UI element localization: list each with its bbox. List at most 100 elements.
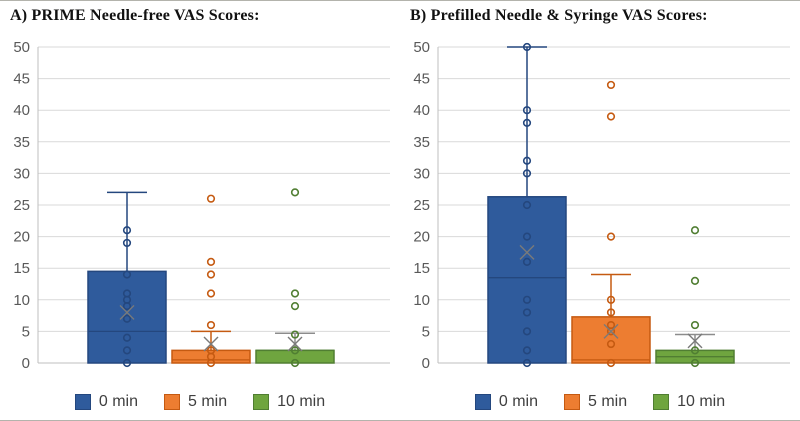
panel-a-title: A) PRIME Needle-free VAS Scores: [10, 7, 260, 24]
data-point-10 min [290, 188, 300, 197]
box-0 min [87, 270, 167, 364]
data-point-0 min [122, 314, 132, 323]
legend-label: 0 min [498, 393, 538, 410]
legend-label: 5 min [187, 393, 228, 410]
legend-swatch-icon [163, 394, 180, 410]
y-tick-label: 10 [413, 292, 430, 309]
data-point-0 min [122, 346, 132, 355]
data-point-0 min [122, 238, 132, 248]
legend-label: 5 min [587, 393, 628, 410]
data-point-10 min [690, 320, 700, 330]
legend-item-0min: 0 min [74, 393, 138, 411]
data-point-0 min [522, 232, 532, 241]
y-tick-label: 50 [413, 39, 430, 56]
y-tick-label: 40 [413, 102, 430, 119]
mean-marker-0 min [519, 244, 535, 260]
box-10 min [255, 349, 335, 364]
y-tick-label: 35 [413, 134, 430, 151]
box-0 min [487, 196, 567, 364]
data-point-10 min [290, 346, 300, 355]
data-point-0 min [522, 118, 532, 127]
y-tick-label: 25 [13, 197, 30, 214]
y-tick-label: 15 [413, 260, 430, 277]
legend-label: 10 min [677, 393, 726, 410]
data-point-0 min [122, 358, 132, 368]
y-tick-label: 50 [13, 39, 30, 56]
data-point-10 min [690, 276, 700, 285]
box-5 min [571, 316, 651, 364]
y-tick-label: 25 [413, 197, 430, 214]
legend-item-5min: 5 min [563, 393, 628, 411]
legend-swatch-icon [74, 394, 91, 410]
mean-marker-10 min [287, 336, 303, 352]
y-tick-label: 35 [13, 134, 30, 151]
data-point-0 min [122, 270, 132, 279]
y-tick-label: 15 [13, 260, 30, 277]
panel-b-boxplot-chart: 0 5 10 15 20 25 30 35 40 45 50 [413, 39, 790, 372]
data-point-5 min [606, 295, 616, 304]
legend-label: 0 min [98, 393, 138, 410]
data-point-10 min [690, 226, 700, 235]
panel-a-legend: 0 min 5 min 10 min [0, 387, 400, 417]
data-point-10 min [690, 358, 700, 368]
data-point-0 min [522, 106, 532, 115]
panel-b: B) Prefilled Needle & Syringe VAS Scores… [400, 1, 800, 420]
data-point-10 min [290, 358, 300, 368]
data-point-5 min [606, 112, 616, 121]
data-point-0 min [522, 327, 532, 336]
legend-item-10min: 10 min [253, 393, 325, 411]
data-point-5 min [206, 257, 216, 266]
y-tick-label: 30 [413, 165, 430, 182]
y-tick-label: 0 [422, 355, 430, 372]
data-point-0 min [522, 308, 532, 317]
y-tick-label: 5 [422, 323, 430, 340]
panel-b-legend: 0 min 5 min 10 min [400, 387, 800, 417]
data-point-10 min [290, 302, 300, 311]
y-tick-label: 45 [13, 71, 30, 88]
legend-item-5min: 5 min [163, 393, 228, 411]
legend-item-0min: 0 min [474, 393, 538, 411]
data-point-0 min [522, 346, 532, 355]
data-point-10 min [690, 346, 700, 355]
y-tick-label: 30 [13, 165, 30, 182]
mean-marker-5 min [203, 336, 219, 352]
data-point-5 min [606, 308, 616, 317]
legend-swatch-icon [474, 394, 491, 410]
data-point-5 min [206, 320, 216, 330]
data-point-5 min [206, 270, 216, 279]
data-point-5 min [606, 327, 616, 336]
panel-a: A) PRIME Needle-free VAS Scores: 0 5 10 15 2… [0, 1, 400, 420]
data-point-0 min [522, 257, 532, 266]
legend-swatch-icon [563, 394, 580, 410]
data-point-10 min [290, 289, 300, 298]
y-tick-label: 20 [13, 229, 30, 246]
data-point-10 min [290, 330, 300, 339]
legend-swatch-icon [253, 394, 270, 410]
data-point-0 min [522, 156, 532, 165]
data-point-5 min [206, 358, 216, 368]
data-point-0 min [522, 358, 532, 368]
legend-item-10min: 10 min [653, 393, 725, 411]
y-tick-label: 10 [13, 292, 30, 309]
y-tick-label: 20 [413, 229, 430, 246]
y-tick-label: 0 [22, 355, 30, 372]
data-point-0 min [522, 295, 532, 304]
y-tick-label: 45 [413, 71, 430, 88]
data-point-0 min [122, 226, 132, 235]
panel-a-boxplot-chart: 0 5 10 15 20 25 30 35 40 45 50 [13, 39, 390, 372]
data-point-5 min [206, 289, 216, 298]
data-point-5 min [606, 80, 616, 90]
legend-swatch-icon [653, 394, 670, 410]
mean-marker-0 min [119, 304, 135, 320]
y-tick-label: 40 [13, 102, 30, 119]
data-point-0 min [522, 200, 532, 210]
y-tick-label: 5 [22, 323, 30, 340]
data-point-5 min [606, 339, 616, 349]
data-point-5 min [606, 358, 616, 368]
panel-b-title: B) Prefilled Needle & Syringe VAS Scores… [410, 7, 708, 24]
mean-marker-5 min [603, 323, 619, 339]
data-point-0 min [522, 42, 532, 52]
data-point-0 min [122, 333, 132, 342]
box-5 min [171, 349, 251, 364]
